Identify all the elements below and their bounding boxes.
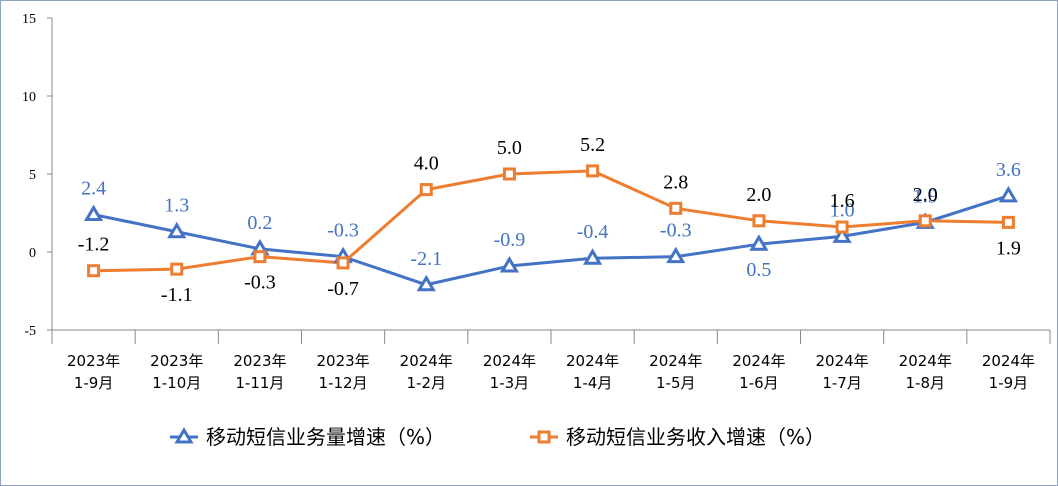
value-label: 1.3 xyxy=(164,195,189,217)
x-tick-label: 1-4月 xyxy=(573,374,613,392)
value-label: -0.7 xyxy=(327,278,359,300)
value-label: 1.6 xyxy=(830,190,855,212)
value-label: 3.6 xyxy=(996,159,1021,181)
x-tick-label: 2023年 xyxy=(150,352,203,370)
y-tick-label: -5 xyxy=(24,324,36,339)
value-label: 1.9 xyxy=(913,185,938,207)
y-tick-label: 5 xyxy=(29,168,36,183)
marker xyxy=(586,164,600,178)
value-label: -0.3 xyxy=(327,220,359,242)
x-tick-label: 2024年 xyxy=(982,352,1035,370)
value-label: 2.4 xyxy=(81,178,106,200)
marker xyxy=(253,250,267,264)
x-tick-label: 2024年 xyxy=(400,352,453,370)
marker xyxy=(582,248,603,265)
value-label: 1.9 xyxy=(996,237,1021,259)
x-tick-label: 2024年 xyxy=(815,352,868,370)
marker xyxy=(416,274,436,292)
x-tick-label: 2024年 xyxy=(732,352,785,370)
y-tick-label: 10 xyxy=(22,90,36,105)
marker xyxy=(336,256,350,270)
marker xyxy=(499,256,520,273)
value-label: 2.0 xyxy=(746,184,771,206)
x-tick-label: 1-7月 xyxy=(822,374,862,392)
x-tick-label: 2023年 xyxy=(67,352,120,370)
x-tick-label: 2024年 xyxy=(566,352,619,370)
value-label: 2.8 xyxy=(663,171,688,193)
marker xyxy=(174,427,194,444)
legend-label: 移动短信业务收入增速（%） xyxy=(566,425,825,449)
marker xyxy=(918,214,932,228)
marker xyxy=(167,221,187,239)
x-tick-label: 2023年 xyxy=(316,352,369,370)
marker xyxy=(752,214,766,228)
value-label: -1.2 xyxy=(78,234,110,256)
x-tick-label: 1-3月 xyxy=(490,374,530,392)
marker xyxy=(666,246,686,264)
value-label: 2.0 xyxy=(913,184,938,206)
x-tick-label: 1-9月 xyxy=(989,374,1029,392)
marker xyxy=(419,183,433,197)
value-label: 5.2 xyxy=(580,134,605,156)
value-label: 1.0 xyxy=(830,199,855,221)
marker xyxy=(83,204,104,222)
value-label: -1.1 xyxy=(161,284,193,306)
y-tick-label: 15 xyxy=(22,12,36,27)
x-tick-label: 1-8月 xyxy=(906,374,946,392)
value-label: 4.0 xyxy=(414,153,439,175)
marker xyxy=(832,226,852,243)
x-tick-label: 2023年 xyxy=(233,352,286,370)
x-tick-label: 2024年 xyxy=(649,352,702,370)
marker xyxy=(1001,215,1015,229)
marker xyxy=(835,220,849,234)
marker xyxy=(502,167,516,181)
marker xyxy=(669,201,683,215)
x-tick-label: 1-6月 xyxy=(739,374,779,392)
legend-label: 移动短信业务量增速（%） xyxy=(206,425,445,449)
value-label: -0.4 xyxy=(577,221,609,243)
y-tick-label: 0 xyxy=(29,246,36,261)
x-tick-label: 1-2月 xyxy=(407,374,447,392)
x-tick-label: 2024年 xyxy=(899,352,952,370)
value-label: 0.2 xyxy=(247,212,272,234)
value-label: 5.0 xyxy=(497,137,522,159)
line xyxy=(93,169,1009,273)
value-label: -0.9 xyxy=(494,229,526,251)
value-label: 0.5 xyxy=(746,259,771,281)
line xyxy=(93,194,1009,287)
marker xyxy=(749,234,769,251)
x-tick-label: 1-9月 xyxy=(74,374,114,392)
x-tick-label: 1-12月 xyxy=(319,374,368,392)
value-label: -0.3 xyxy=(660,220,692,242)
value-label: -2.1 xyxy=(410,248,442,270)
x-tick-label: 1-11月 xyxy=(235,374,284,392)
marker xyxy=(87,264,101,278)
marker xyxy=(998,185,1019,203)
marker xyxy=(170,262,184,276)
marker xyxy=(537,430,551,444)
x-tick-label: 1-5月 xyxy=(656,374,696,392)
x-tick-label: 1-10月 xyxy=(152,374,201,392)
value-label: -0.3 xyxy=(244,272,276,294)
x-tick-label: 2024年 xyxy=(483,352,536,370)
